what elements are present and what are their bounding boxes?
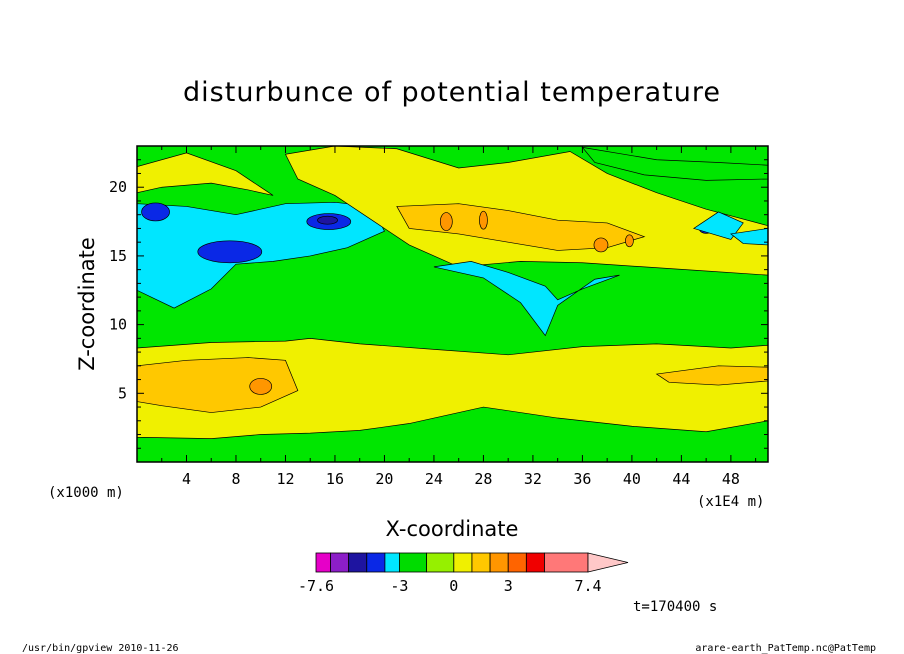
x-axis-label: X-coordinate: [386, 517, 519, 541]
x-tick-label: 36: [573, 470, 591, 488]
x-tick-label: 24: [425, 470, 443, 488]
x-tick-label: 40: [623, 470, 641, 488]
field-yellow-lower: [137, 337, 768, 439]
x-tick-label: 28: [474, 470, 492, 488]
y-tick-label: 15: [109, 247, 127, 265]
x-tick-label: 32: [524, 470, 542, 488]
field-cyan-right-2: [730, 228, 768, 246]
footer-left: /usr/bin/gpview 2010-11-26: [22, 643, 179, 654]
colorbar-tick-label: -7.6: [298, 577, 334, 595]
x-tick-label: 12: [276, 470, 294, 488]
y-unit-label: (x1000 m): [48, 485, 124, 501]
colorbar-segment: [315, 552, 331, 573]
colorbar-segment: [399, 552, 428, 573]
colorbar: -7.6 -3 0 3 7.4: [298, 552, 629, 595]
colorbar-segment: [525, 552, 545, 573]
x-tick-label: 48: [722, 470, 740, 488]
plot-frame: [136, 145, 769, 463]
contour-field: [137, 146, 768, 462]
x-tick-label: 20: [375, 470, 393, 488]
colorbar-segment: [384, 552, 400, 573]
x-tick-label: 16: [326, 470, 344, 488]
field-navy-1: [317, 215, 338, 225]
time-label: t=170400 s: [633, 599, 717, 615]
colorbar-tick-label: 3: [504, 577, 513, 595]
field-green-upper-right: [581, 146, 768, 181]
y-axis-label: Z-coordinate: [75, 237, 99, 371]
field-cyan-mid: [433, 261, 620, 337]
field-darkorange-lower: [249, 378, 273, 395]
y-axis: 5 10 15 20: [109, 159, 768, 449]
colorbar-segment: [330, 552, 350, 573]
field-yellow-upper-mid: [284, 146, 768, 276]
y-tick-label: 20: [109, 178, 127, 196]
field-yellow-upper-left: [137, 152, 274, 196]
colorbar-tick-label: 0: [449, 577, 458, 595]
field-darkorange-upper-3: [593, 237, 609, 253]
colorbar-segment: [507, 552, 527, 573]
field-darkorange-upper-4: [625, 234, 634, 248]
field-blue-2: [197, 240, 263, 264]
colorbar-tick-label: 7.4: [574, 577, 601, 595]
colorbar-segment: [544, 552, 589, 573]
colorbar-tick-label: -3: [390, 577, 408, 595]
colorbar-arrow: [587, 552, 629, 573]
chart-title: disturbunce of potential temperature: [183, 77, 721, 108]
x-axis: 4 8 12 16 20 24 28 32 36 40 44 48: [161, 146, 757, 488]
field-darkorange-upper-1: [439, 212, 453, 231]
x-unit-label: (x1E4 m): [697, 494, 764, 510]
colorbar-segment: [453, 552, 473, 573]
x-tick-label: 44: [672, 470, 690, 488]
field-cyan-right-1: [692, 211, 744, 240]
field-darkorange-upper-2: [479, 210, 488, 230]
field-blue-1: [141, 202, 170, 222]
field-orange-lower: [137, 357, 299, 413]
y-tick-label: 10: [109, 316, 127, 334]
colorbar-segment: [489, 552, 509, 573]
footer-right: arare-earth_PatTemp.nc@PatTemp: [695, 643, 876, 654]
colorbar-segment: [471, 552, 491, 573]
field-orange-lower-right: [655, 365, 768, 386]
colorbar-segment: [348, 552, 368, 573]
x-tick-label: 8: [231, 470, 240, 488]
y-tick-label: 5: [118, 384, 127, 402]
colorbar-segment: [426, 552, 455, 573]
colorbar-segment: [366, 552, 386, 573]
x-tick-label: 4: [182, 470, 191, 488]
